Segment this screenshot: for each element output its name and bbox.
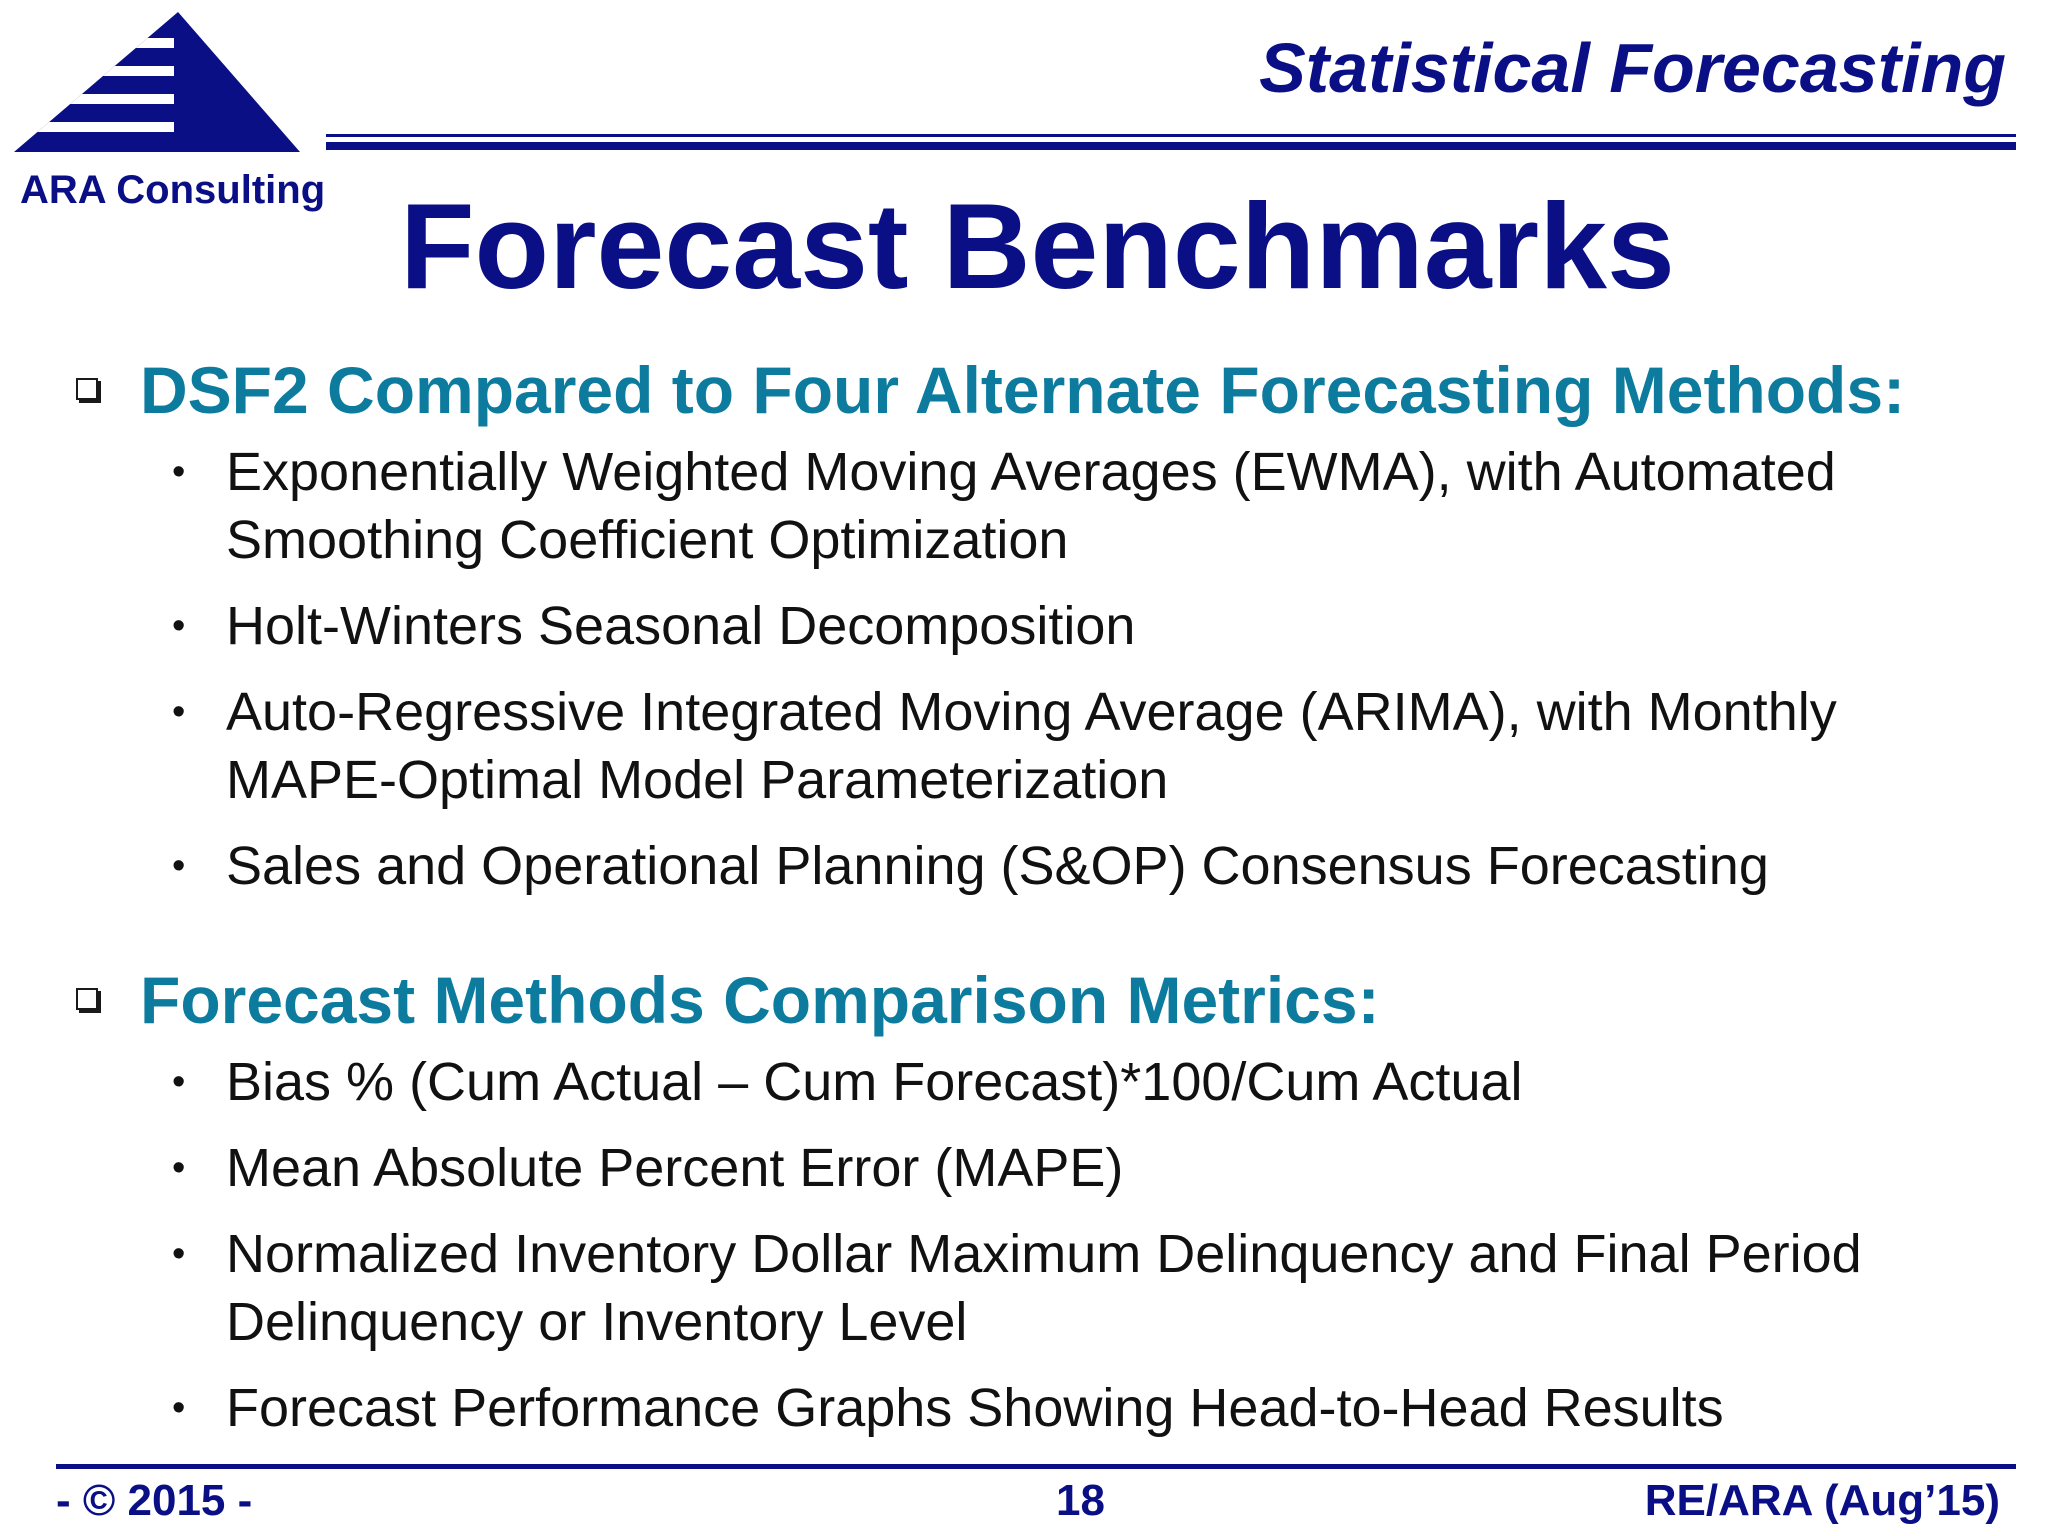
header-title: Statistical Forecasting bbox=[1259, 29, 2006, 107]
list-item-text: Mean Absolute Percent Error (MAPE) bbox=[226, 1138, 1124, 1198]
logo-text: ARA Consulting bbox=[20, 168, 326, 212]
list-item-text: Exponentially Weighted Moving Averages (… bbox=[226, 442, 1836, 570]
bullet-dot-icon: • bbox=[172, 451, 186, 493]
list-item-text: Sales and Operational Planning (S&OP) Co… bbox=[226, 836, 1769, 896]
list-item: • Exponentially Weighted Moving Averages… bbox=[72, 438, 1992, 574]
list-item-text: Forecast Performance Graphs Showing Head… bbox=[226, 1378, 1724, 1438]
list-item: • Normalized Inventory Dollar Maximum De… bbox=[72, 1220, 1992, 1356]
bullet-dot-icon: • bbox=[172, 1387, 186, 1429]
footer-reference: RE/ARA (Aug’15) bbox=[1644, 1476, 2000, 1525]
list-item: • Holt-Winters Seasonal Decomposition bbox=[72, 592, 1992, 660]
footer: - © 2015 - 18 RE/ARA (Aug’15) bbox=[56, 1476, 2008, 1526]
list-item: • Sales and Operational Planning (S&OP) … bbox=[72, 832, 1992, 900]
list-item: • Forecast Performance Graphs Showing He… bbox=[72, 1374, 1992, 1442]
section-title: Forecast Methods Comparison Metrics: bbox=[140, 963, 1380, 1037]
list-item: • Mean Absolute Percent Error (MAPE) bbox=[72, 1134, 1992, 1202]
header-rule-thin bbox=[326, 134, 2016, 137]
bullet-dot-icon: • bbox=[172, 1147, 186, 1189]
list-item-text: Normalized Inventory Dollar Maximum Deli… bbox=[226, 1224, 1862, 1352]
slide-title: Forecast Benchmarks bbox=[400, 178, 1675, 314]
bullet-dot-icon: • bbox=[172, 691, 186, 733]
section-title: DSF2 Compared to Four Alternate Forecast… bbox=[140, 353, 1906, 427]
bullet-dot-icon: • bbox=[172, 845, 186, 887]
bullet-dot-icon: • bbox=[172, 1061, 186, 1103]
checkbox-bullet-icon bbox=[76, 988, 98, 1010]
section-metrics: Forecast Methods Comparison Metrics: • B… bbox=[72, 962, 1992, 1442]
section-heading: Forecast Methods Comparison Metrics: bbox=[72, 962, 1992, 1038]
list-item: • Bias % (Cum Actual – Cum Forecast)*100… bbox=[72, 1048, 1992, 1116]
triangle-stripes-logo-icon bbox=[14, 12, 300, 152]
bullet-list: • Exponentially Weighted Moving Averages… bbox=[72, 438, 1992, 900]
list-item-text: Holt-Winters Seasonal Decomposition bbox=[226, 596, 1136, 656]
bullet-dot-icon: • bbox=[172, 1233, 186, 1275]
section-heading: DSF2 Compared to Four Alternate Forecast… bbox=[72, 352, 1992, 428]
list-item-text: Bias % (Cum Actual – Cum Forecast)*100/C… bbox=[226, 1052, 1523, 1112]
footer-rule bbox=[56, 1464, 2016, 1469]
bullet-dot-icon: • bbox=[172, 605, 186, 647]
company-logo: ARA Consulting bbox=[14, 10, 330, 212]
section-methods: DSF2 Compared to Four Alternate Forecast… bbox=[72, 352, 1992, 900]
list-item: • Auto-Regressive Integrated Moving Aver… bbox=[72, 678, 1992, 814]
checkbox-bullet-icon bbox=[76, 378, 98, 400]
list-item-text: Auto-Regressive Integrated Moving Averag… bbox=[226, 682, 1837, 810]
footer-copyright: - © 2015 - bbox=[56, 1476, 253, 1525]
page-number: 18 bbox=[1056, 1476, 1105, 1525]
bullet-list: • Bias % (Cum Actual – Cum Forecast)*100… bbox=[72, 1048, 1992, 1442]
header-rule bbox=[326, 142, 2016, 150]
